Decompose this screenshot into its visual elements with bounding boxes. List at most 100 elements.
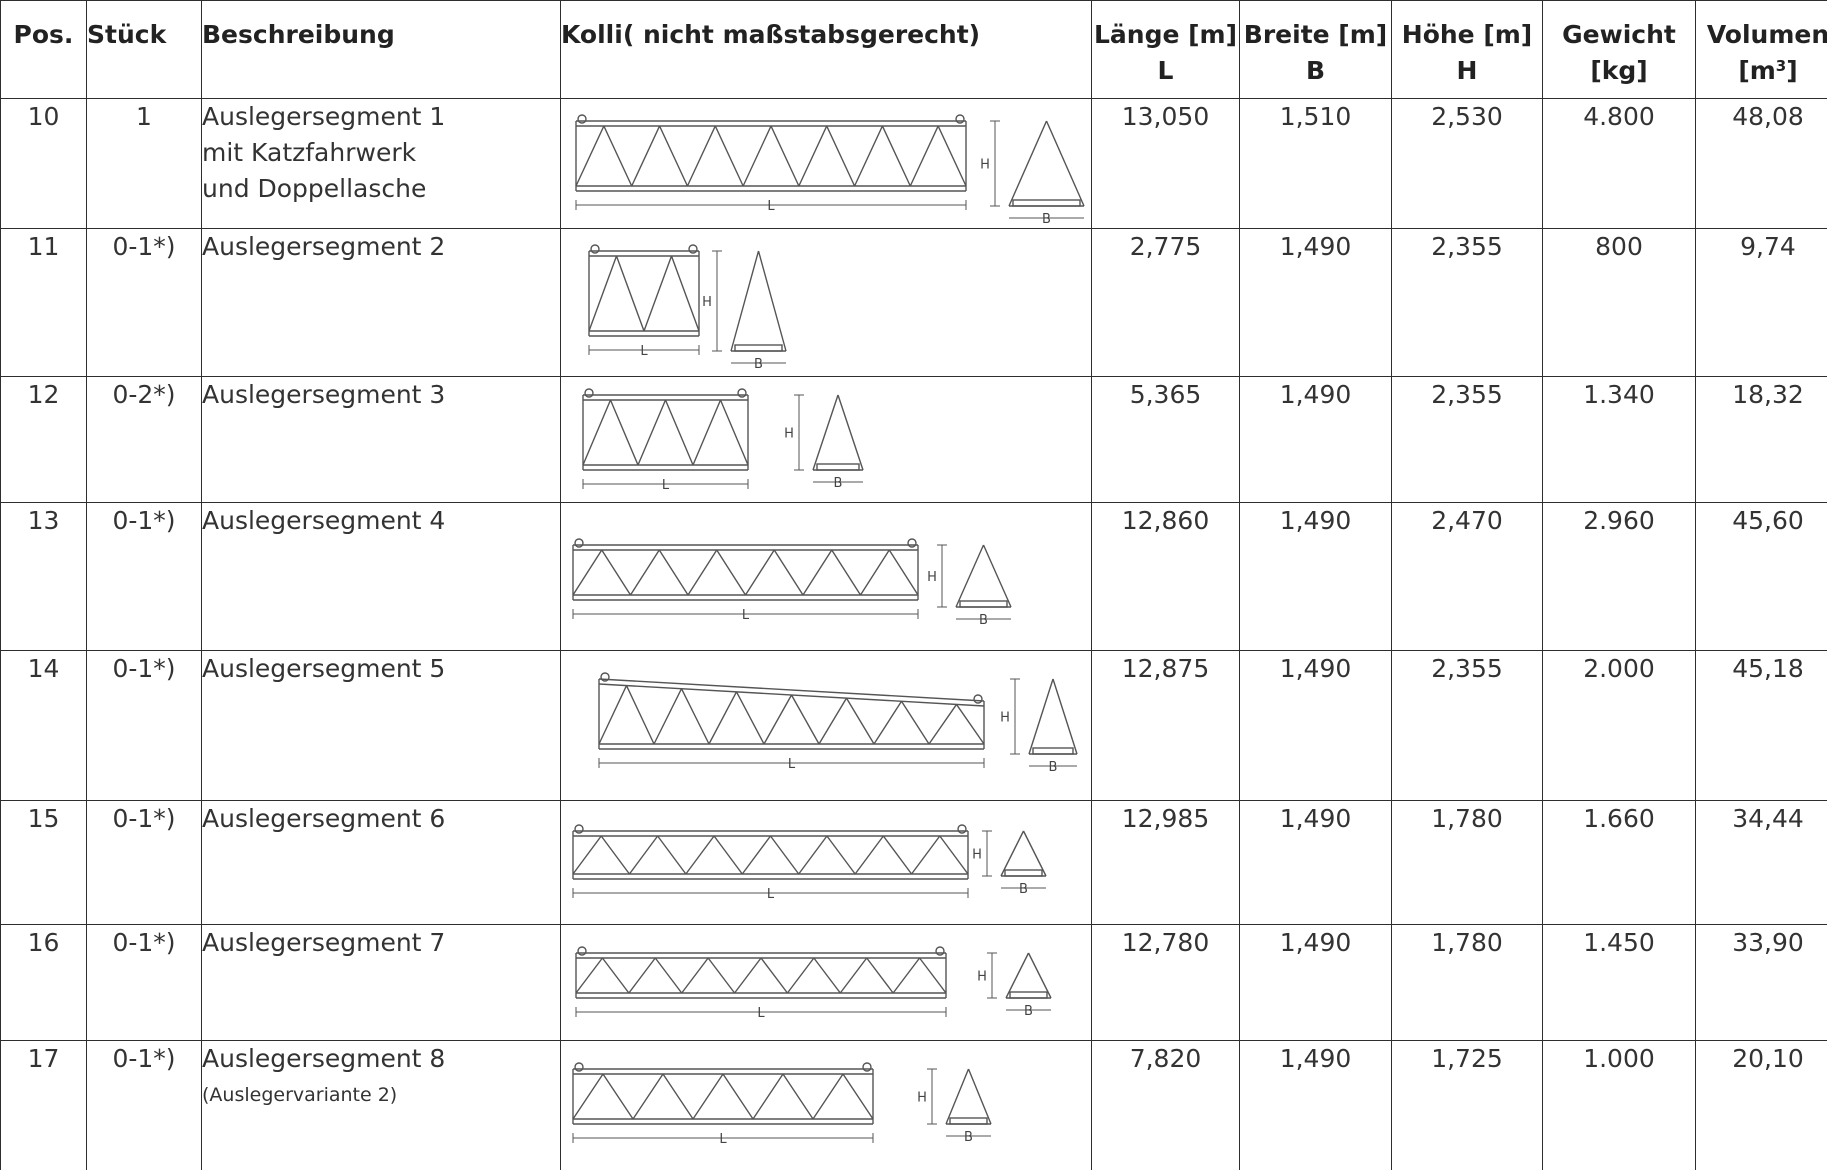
front-base-frame xyxy=(1009,991,1048,999)
cell-gewicht: 2.000 xyxy=(1542,650,1696,801)
length-dimension-label: L xyxy=(640,344,648,359)
length-dimension-label: L xyxy=(767,199,775,214)
lattice-diagonal xyxy=(582,399,612,466)
cell-pos: 14 xyxy=(0,650,87,801)
lattice-diagonal xyxy=(603,125,633,187)
front-left-leg xyxy=(812,394,839,471)
cell-breite: 1,490 xyxy=(1239,502,1392,651)
header-hoehe: Höhe [m] H xyxy=(1391,0,1543,99)
header-volumen: Volumen [m3] xyxy=(1695,0,1827,99)
cell-breite: 1,490 xyxy=(1239,924,1392,1041)
height-dimension-label: H xyxy=(977,970,987,985)
side-view xyxy=(575,946,947,1017)
width-dimension-label: B xyxy=(754,357,763,372)
cell-hoehe: 1,725 xyxy=(1391,1040,1543,1170)
cell-beschreibung: Auslegersegment 2 xyxy=(201,228,561,377)
lattice-diagonal xyxy=(735,691,765,745)
lattice-diagonal xyxy=(937,125,967,187)
cell-volumen: 20,10 xyxy=(1695,1040,1827,1170)
beschreibung-text: Auslegersegment 2 xyxy=(202,232,446,261)
front-base-frame xyxy=(959,600,1008,608)
cell-stueck: 0-1*) xyxy=(86,650,202,801)
front-view xyxy=(987,952,1052,1011)
lattice-diagonal xyxy=(859,549,890,596)
lug-left xyxy=(574,824,584,834)
height-dimension-label: H xyxy=(702,295,712,310)
lug-right xyxy=(935,946,945,956)
lattice-diagonal xyxy=(598,685,628,745)
header-volumen-label: Volumen xyxy=(1706,20,1827,49)
segment-drawing: L H B xyxy=(598,672,1078,775)
cell-breite: 1,490 xyxy=(1239,800,1392,925)
lattice-diagonal xyxy=(826,125,856,187)
lattice-diagonal xyxy=(657,835,687,875)
height-dimension-label: H xyxy=(1000,711,1010,726)
segment-drawing: L H B xyxy=(572,538,1012,628)
front-right-leg xyxy=(1052,678,1078,755)
lattice-diagonal xyxy=(798,835,828,875)
lattice-diagonal xyxy=(818,697,848,745)
lattice-diagonal xyxy=(692,1073,724,1120)
cell-pos: 16 xyxy=(0,924,87,1041)
beschreibung-text: Auslegersegment 4 xyxy=(202,506,446,535)
lattice-diagonal xyxy=(601,957,630,994)
beschreibung-note: (Auslegervariante 2) xyxy=(202,1084,398,1106)
beschreibung-text: Auslegersegment 8 xyxy=(202,1044,446,1073)
lattice-diagonal xyxy=(662,1073,694,1120)
lattice-diagonal xyxy=(658,549,689,596)
cell-beschreibung: Auslegersegment 4 xyxy=(201,502,561,651)
table-row: 12 0-2*) Auslegersegment 3 L H B 5,365 1,490 2,3… xyxy=(0,376,1827,503)
cell-laenge: 12,875 xyxy=(1091,650,1240,801)
lattice-diagonal xyxy=(842,1073,874,1120)
cell-volumen: 9,74 xyxy=(1695,228,1827,377)
cell-hoehe: 2,355 xyxy=(1391,376,1543,503)
cell-laenge: 13,050 xyxy=(1091,98,1240,229)
table-row: 14 0-1*) Auslegersegment 5 L H B 12,875 1,490 2,… xyxy=(0,650,1827,801)
header-stueck: Stück xyxy=(86,0,202,99)
header-breite-label: Breite [m] xyxy=(1243,20,1388,49)
lattice-diagonal xyxy=(882,835,913,875)
height-dimension-label: H xyxy=(980,158,990,173)
cell-stueck: 0-2*) xyxy=(86,376,202,503)
cell-hoehe: 2,355 xyxy=(1391,228,1543,377)
cell-beschreibung: Auslegersegment 5 xyxy=(201,650,561,801)
table-row: 10 1 Auslegersegment 1 mit Katzfahrwerk un… xyxy=(0,98,1827,229)
cell-kolli-drawing: L H B xyxy=(560,650,1092,801)
lattice-diagonal xyxy=(602,1073,634,1120)
front-left-leg xyxy=(1000,830,1025,877)
width-dimension-label: B xyxy=(1024,1004,1033,1019)
lug-right xyxy=(955,114,965,124)
lattice-diagonal xyxy=(928,704,958,745)
lattice-diagonal xyxy=(572,1073,604,1120)
lattice-diagonal xyxy=(609,399,639,466)
lattice-diagonal xyxy=(782,1073,814,1120)
lattice-diagonal xyxy=(628,957,656,994)
lattice-diagonal xyxy=(632,1073,664,1120)
lattice-diagonal xyxy=(670,255,700,332)
cell-hoehe: 2,470 xyxy=(1391,502,1543,651)
front-base-frame xyxy=(1032,747,1074,755)
length-dimension-label: L xyxy=(767,887,775,902)
lattice-diagonal xyxy=(575,125,605,187)
lug-right xyxy=(973,694,983,704)
lattice-diagonal xyxy=(798,125,828,187)
beschreibung-text: Auslegersegment 5 xyxy=(202,654,446,683)
width-dimension-label: B xyxy=(1019,882,1028,897)
front-right-leg xyxy=(837,394,864,471)
table-row: 17 0-1*) Auslegersegment 8 (Auslegervariant… xyxy=(0,1040,1827,1170)
lattice-diagonal xyxy=(681,957,709,994)
cell-breite: 1,490 xyxy=(1239,376,1392,503)
cell-stueck: 0-1*) xyxy=(86,800,202,925)
front-left-leg xyxy=(730,250,760,352)
lattice-diagonal xyxy=(692,399,722,466)
lattice-diagonal xyxy=(658,125,689,187)
lattice-diagonal xyxy=(734,957,762,994)
cell-stueck: 0-1*) xyxy=(86,502,202,651)
cell-stueck: 0-1*) xyxy=(86,228,202,377)
beschreibung-text: Auslegersegment 3 xyxy=(202,380,446,409)
segment-drawing: L H B xyxy=(575,946,1052,1021)
volumen-unit-pre: [m xyxy=(1738,56,1776,85)
cell-kolli-drawing: L H B xyxy=(560,800,1092,925)
lattice-diagonal xyxy=(802,549,833,596)
cell-hoehe: 1,780 xyxy=(1391,924,1543,1041)
